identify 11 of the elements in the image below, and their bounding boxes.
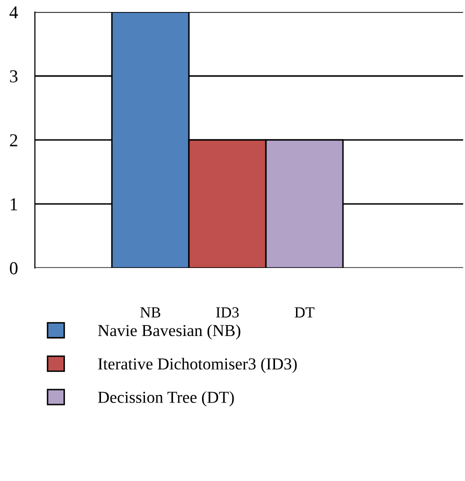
- x-tick-label: ID3: [216, 307, 239, 318]
- legend-label: Navie Bavesian (NB): [98, 324, 240, 340]
- x-tick-label: DT: [294, 307, 314, 318]
- y-tick-label: 3: [10, 70, 18, 82]
- y-tick-label: 2: [10, 134, 18, 146]
- y-tick-label: 0: [10, 262, 18, 274]
- x-tick-label: NB: [140, 307, 160, 318]
- y-tick-label: 1: [10, 198, 18, 210]
- legend-label: Decission Tree (DT): [98, 391, 234, 406]
- y-tick-label: 4: [10, 6, 18, 18]
- legend-label: Iterative Dichotomiser3 (ID3): [98, 358, 297, 373]
